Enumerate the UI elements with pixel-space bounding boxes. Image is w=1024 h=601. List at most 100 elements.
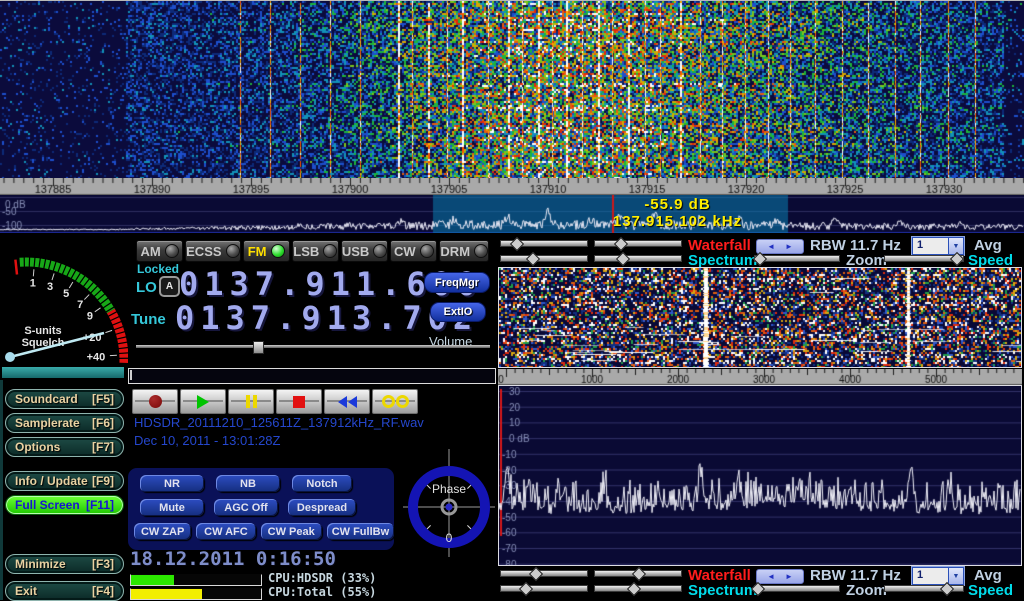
cw-peak-button[interactable]: CW Peak [261, 523, 322, 540]
zoom-slider-top[interactable] [754, 253, 840, 264]
spectrum-max-slider-bottom[interactable] [594, 583, 682, 594]
cpu-total-bar [130, 588, 262, 600]
fullscreen-button[interactable]: Full Screen [F11] [5, 495, 124, 515]
recording-filename: HDSDR_20111210_125611Z_137912kHz_RF.wav [134, 415, 424, 430]
rbw-step-right-icon[interactable]: ► [785, 572, 793, 581]
volume-slider[interactable] [136, 341, 490, 353]
svg-text:3: 3 [47, 281, 53, 293]
volume-slider-track[interactable] [136, 345, 490, 348]
mode-button-usb[interactable]: USB [341, 240, 388, 262]
mode-button-cw[interactable]: CW [390, 240, 437, 262]
af-waterfall-canvas[interactable] [499, 268, 1021, 367]
contrast-slider-top[interactable] [594, 238, 682, 249]
speed-slider-bottom[interactable] [884, 583, 964, 594]
mute-button[interactable]: Mute [140, 499, 204, 516]
squelch-level-bar[interactable] [2, 367, 124, 378]
cw-afc-button[interactable]: CW AFC [196, 523, 255, 540]
phase-indicator: Phase 0 [403, 449, 495, 557]
samplerate-button-label: Samplerate [15, 416, 80, 430]
avg-dropdown-arrow-icon-bottom[interactable]: ▼ [948, 568, 963, 584]
clock-display: 18.12.2011 0:16:50 [130, 548, 336, 570]
cpu-hdsdr-bar [130, 574, 262, 586]
cpu-hdsdr-text: CPU:HDSDR (33%) [268, 571, 376, 585]
speed-slider-top[interactable] [884, 253, 964, 264]
cw-zap-button[interactable]: CW ZAP [134, 523, 191, 540]
playback-position-bar[interactable] [128, 368, 496, 384]
rbw-stepper-bottom[interactable]: ◄ ► [756, 569, 804, 584]
mode-am-led-icon [165, 244, 179, 258]
spectrum-min-slider-top[interactable] [500, 253, 588, 264]
pause-button[interactable] [228, 389, 274, 414]
s-meter-title: S-units [24, 325, 61, 337]
spectrum-max-slider-top[interactable] [594, 253, 682, 264]
mode-lsb-led-icon [323, 244, 337, 258]
brightness-slider-top[interactable] [500, 238, 588, 249]
rewind-button[interactable] [324, 389, 370, 414]
rbw-stepper-top[interactable]: ◄ ► [756, 239, 804, 254]
info-update-button[interactable]: Info / Update [F9] [5, 471, 124, 491]
rf-spectrum[interactable] [0, 195, 1024, 233]
tune-label: Tune [131, 311, 166, 328]
rbw-step-left-icon[interactable]: ◄ [767, 572, 775, 581]
rf-frequency-scale-canvas[interactable] [0, 178, 1024, 195]
brightness-slider-bottom[interactable] [500, 568, 588, 579]
despread-button[interactable]: Despread [288, 499, 356, 516]
svg-text:5: 5 [63, 288, 69, 300]
notch-button[interactable]: Notch [292, 475, 352, 492]
mode-drm-label: DRM [440, 244, 470, 259]
mode-button-am[interactable]: AM [136, 240, 183, 262]
soundcard-button-label: Soundcard [15, 392, 78, 406]
minimize-button-label: Minimize [15, 557, 66, 571]
rf-frequency-scale[interactable] [0, 178, 1024, 195]
exit-button[interactable]: Exit [F4] [5, 581, 124, 601]
rbw-step-right-icon[interactable]: ► [785, 242, 793, 251]
samplerate-button[interactable]: Samplerate [F6] [5, 413, 124, 433]
mode-button-ecss[interactable]: ECSS [185, 240, 240, 262]
af-waterfall[interactable] [498, 267, 1022, 368]
mode-button-row: AM ECSS FM LSB USB CW DRM [136, 240, 489, 262]
rf-waterfall[interactable] [0, 0, 1024, 178]
rbw-step-left-icon[interactable]: ◄ [767, 242, 775, 251]
volume-slider-thumb[interactable] [253, 341, 264, 354]
cw-fullbw-button[interactable]: CW FullBw [327, 523, 394, 540]
play-icon [197, 395, 209, 409]
options-button[interactable]: Options [F7] [5, 437, 124, 457]
mode-ecss-led-icon [226, 244, 240, 258]
af-spectrum-canvas[interactable] [499, 386, 1021, 565]
mode-button-drm[interactable]: DRM [439, 240, 489, 262]
af-frequency-scale-canvas[interactable] [498, 369, 1022, 385]
mode-button-lsb[interactable]: LSB [292, 240, 339, 262]
squelch-needle-pivot[interactable] [5, 352, 15, 362]
lo-lock-button[interactable]: A [159, 276, 180, 297]
play-button[interactable] [180, 389, 226, 414]
zoom-slider-bottom[interactable] [754, 583, 840, 594]
extio-button[interactable]: ExtIO [430, 302, 486, 322]
agc-button[interactable]: AGC Off [214, 499, 278, 516]
af-spectrum[interactable] [498, 385, 1022, 566]
recording-date: Dec 10, 2011 - 13:01:28Z [134, 433, 280, 448]
record-button[interactable] [132, 389, 178, 414]
soundcard-button[interactable]: Soundcard [F5] [5, 389, 124, 409]
mode-usb-label: USB [342, 244, 369, 259]
af-frequency-scale[interactable] [498, 369, 1022, 385]
nr-button[interactable]: NR [140, 475, 204, 492]
mode-button-fm[interactable]: FM [243, 240, 290, 262]
freqmgr-button[interactable]: FreqMgr [424, 272, 490, 293]
minimize-button[interactable]: Minimize [F3] [5, 554, 124, 574]
loop-button[interactable] [372, 389, 418, 414]
fullscreen-button-key: [F11] [86, 498, 114, 512]
options-button-label: Options [15, 440, 60, 454]
nb-button[interactable]: NB [216, 475, 280, 492]
recorder-controls [132, 389, 418, 414]
spectrum-min-slider-bottom[interactable] [500, 583, 588, 594]
stop-button[interactable] [276, 389, 322, 414]
mode-lsb-label: LSB [293, 244, 319, 259]
samplerate-button-key: [F6] [92, 416, 114, 430]
contrast-slider-bottom[interactable] [594, 568, 682, 579]
svg-text:+40: +40 [87, 351, 106, 363]
rf-waterfall-canvas[interactable] [0, 1, 1024, 178]
rf-spectrum-canvas[interactable] [0, 195, 1024, 233]
signal-level-readout: -55.9 dB [560, 196, 795, 213]
phase-label: Phase [432, 482, 466, 496]
